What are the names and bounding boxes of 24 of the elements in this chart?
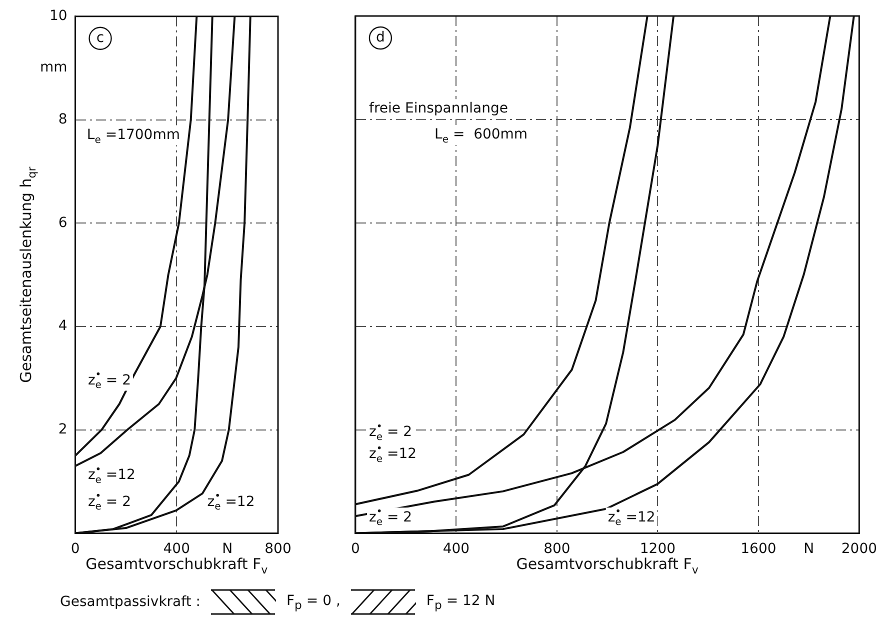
text: F$_{p}$ = 0 , [286,592,340,612]
y-tick-label: 8 [58,111,68,128]
text: c [96,30,104,46]
y-tick-label: mm [40,60,68,76]
x-tick-label: 800 [544,541,570,558]
x-tick-label: 1600 [740,541,776,558]
y-tick-label: 6 [58,214,68,231]
y-tick-label: 10 [49,8,68,24]
x-tick-label: N [804,541,814,558]
text: Gesamtpassivkraft : [60,594,200,610]
y-axis-title: Gesamtseitenauslenkung hqr [17,166,38,383]
text: F$_{p}$ = 12 N [426,592,496,612]
annotation: freie Einspannlange [369,100,508,117]
x-tick-label: 1200 [640,541,676,558]
text: d [376,30,385,46]
x-tick-label: 0 [350,541,360,558]
x-tick-label: 0 [70,541,80,558]
x-tick-label: N [222,541,233,558]
y-tick-label: 4 [58,318,68,334]
x-tick-label: 2000 [841,541,878,558]
y-tick-label: 2 [58,421,68,438]
x-tick-label: 800 [264,541,292,558]
x-tick-label: 400 [163,541,190,558]
x-tick-label: 400 [442,541,470,558]
